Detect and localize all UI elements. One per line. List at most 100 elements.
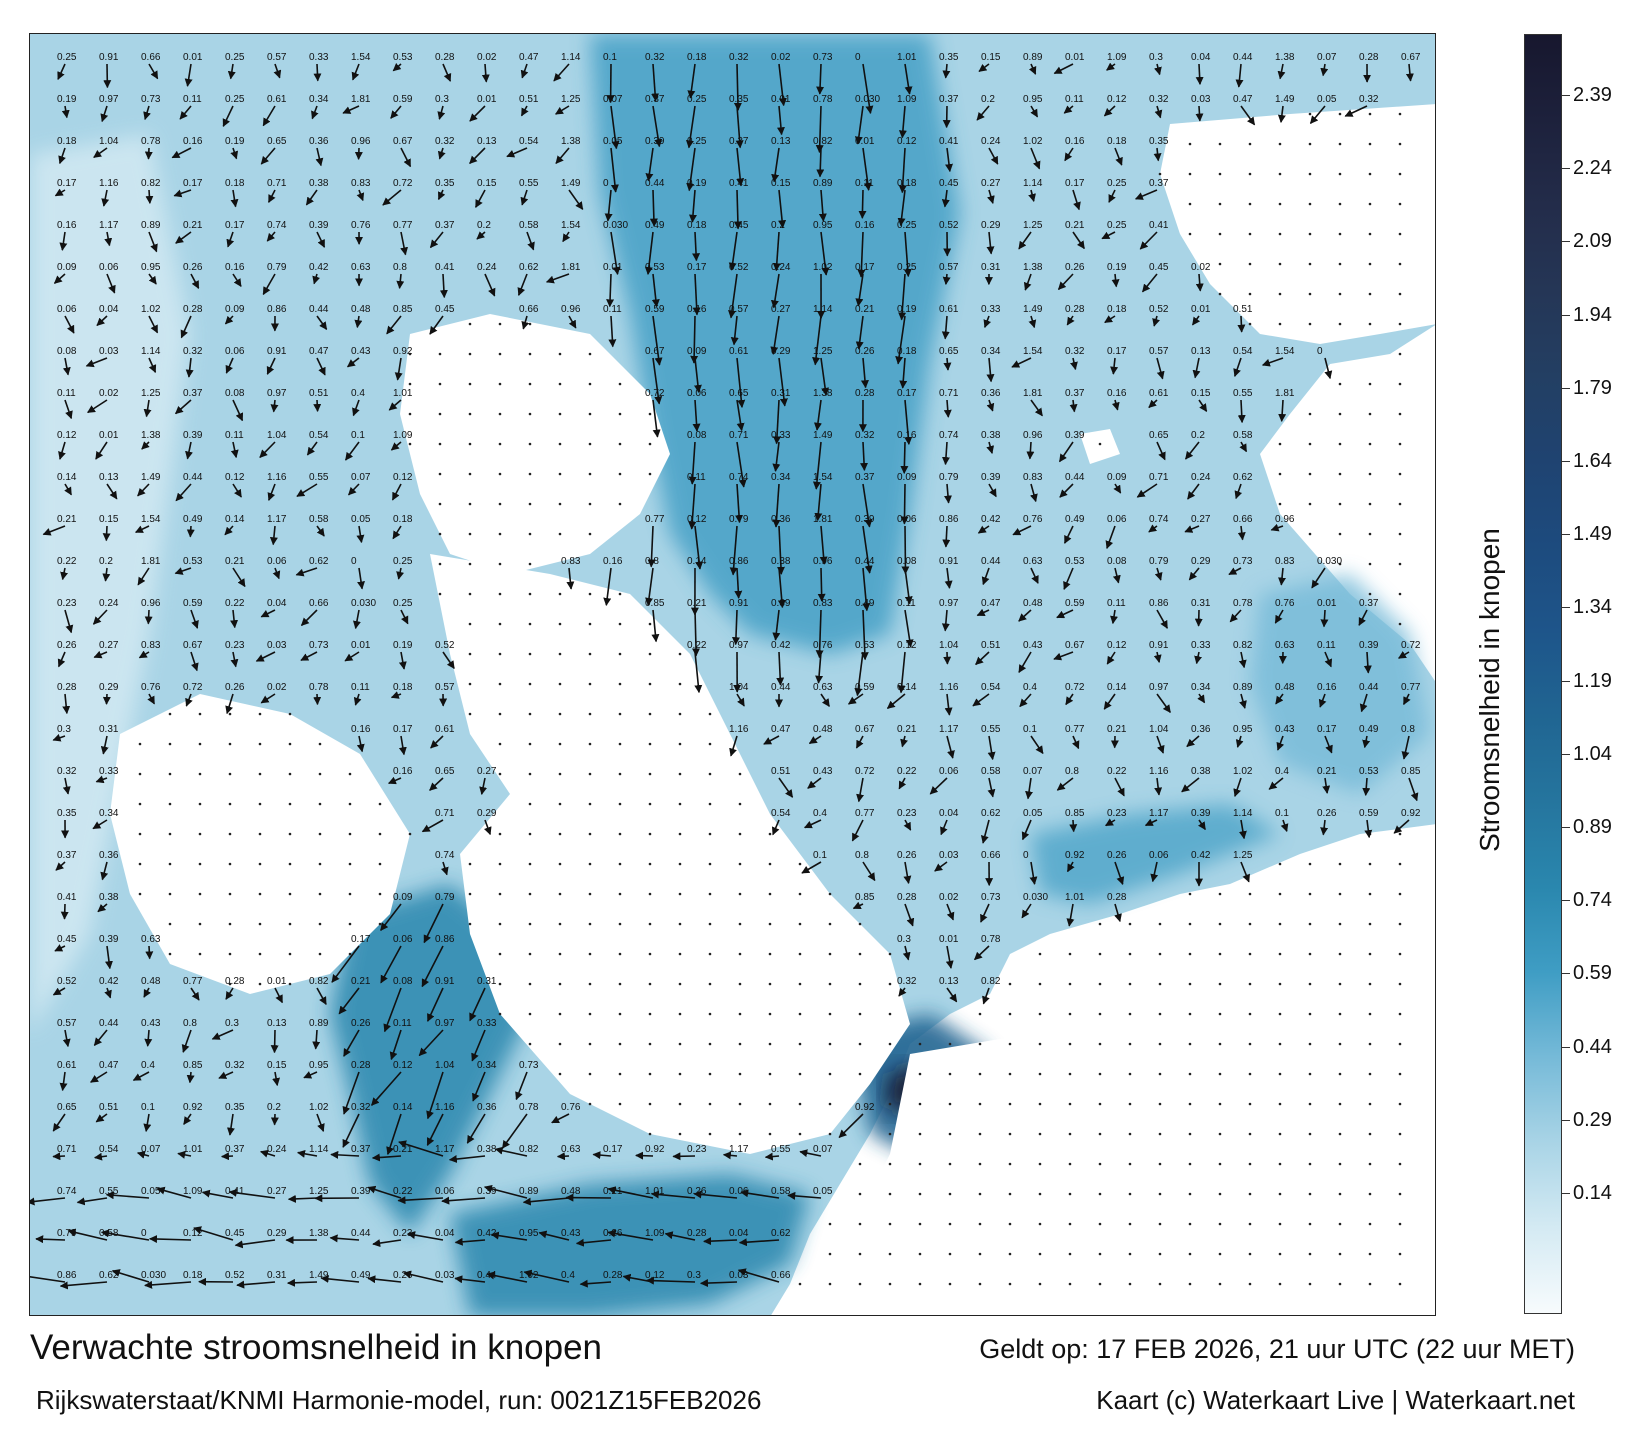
still-dot (438, 352, 442, 356)
still-dot (888, 1252, 892, 1256)
current-speed-label: 0.26 (1065, 262, 1085, 273)
still-dot (1368, 1162, 1372, 1166)
still-dot (1398, 862, 1402, 866)
current-arrow (469, 147, 486, 164)
still-dot (1068, 1192, 1072, 1196)
still-dot (1248, 1162, 1252, 1166)
still-dot (828, 982, 832, 986)
current-speed-label: 1.25 (1233, 850, 1253, 861)
current-speed-label: 0.32 (897, 976, 917, 987)
current-speed-label: 0.67 (855, 724, 875, 735)
still-dot (828, 1012, 832, 1016)
current-arrow (815, 609, 824, 659)
current-speed-label: 0.17 (897, 388, 917, 399)
current-arrow (348, 483, 360, 496)
still-dot (1368, 382, 1372, 386)
current-speed-label: 0.77 (855, 808, 875, 819)
still-dot (438, 382, 442, 386)
current-speed-label: 0.16 (183, 136, 203, 147)
current-speed-label: 0.33 (99, 766, 119, 777)
still-dot (1098, 1042, 1102, 1046)
still-dot (1188, 982, 1192, 986)
current-speed-label: 0.21 (225, 556, 245, 567)
current-arrow (352, 399, 360, 417)
current-speed-label: 0.17 (183, 178, 203, 189)
still-dot (198, 922, 202, 926)
current-speed-label: 0.92 (393, 346, 413, 357)
still-dot (588, 622, 592, 626)
current-speed-label: 0.030 (855, 94, 880, 105)
current-speed-label: 0.21 (351, 976, 371, 987)
current-speed-label: 0.39 (645, 136, 665, 147)
current-speed-label: 0 (603, 178, 609, 189)
current-arrow (1114, 777, 1125, 797)
still-dot (1368, 442, 1372, 446)
still-dot (1308, 1282, 1312, 1286)
current-arrow (183, 1113, 192, 1125)
still-dot (1368, 1072, 1372, 1076)
still-dot (288, 952, 292, 956)
still-dot (528, 352, 532, 356)
current-arrow (1320, 63, 1329, 77)
colorbar-tick (1562, 827, 1570, 828)
current-arrow (1106, 62, 1116, 71)
still-dot (1368, 112, 1372, 116)
still-dot (1368, 292, 1372, 296)
current-speed-label: 0.83 (1275, 556, 1295, 567)
current-speed-label: 0.29 (1191, 556, 1211, 567)
current-speed-label: 0.28 (687, 1228, 707, 1239)
current-arrow (367, 1275, 402, 1284)
current-speed-label: 0.17 (57, 178, 77, 189)
current-arrow (1057, 273, 1074, 290)
current-speed-label: 0.18 (687, 220, 707, 231)
current-arrow (1059, 483, 1074, 498)
current-speed-label: 1.14 (813, 304, 833, 315)
current-arrow (190, 273, 200, 290)
current-speed-label: 0.14 (1107, 682, 1127, 693)
current-arrow (1153, 651, 1162, 663)
current-speed-label: 0.36 (771, 514, 791, 525)
still-dot (498, 562, 502, 566)
current-speed-label: 0.48 (561, 1186, 581, 1197)
current-speed-label: 0.55 (519, 178, 539, 189)
current-arrow (232, 567, 246, 588)
current-speed-label: 0.49 (645, 220, 665, 231)
current-speed-label: 0.44 (855, 556, 875, 567)
current-arrow (943, 357, 952, 371)
current-speed-label: 0.31 (267, 1270, 287, 1281)
current-speed-label: 0.57 (729, 304, 749, 315)
current-arrow (1363, 651, 1372, 674)
current-speed-label: 0.95 (519, 1228, 539, 1239)
current-speed-label: 0.86 (57, 1270, 77, 1281)
still-dot (258, 892, 262, 896)
current-arrow (471, 1029, 486, 1062)
still-dot (738, 922, 742, 926)
current-arrow (764, 1152, 780, 1161)
current-arrow (1072, 231, 1085, 250)
still-dot (1068, 952, 1072, 956)
current-arrow (329, 1234, 360, 1243)
current-arrow (692, 231, 701, 262)
still-dot (138, 862, 142, 866)
current-speed-label: 0.45 (939, 178, 959, 189)
current-speed-label: 0.96 (1275, 514, 1295, 525)
current-speed-label: 0.25 (225, 94, 245, 105)
current-speed-label: 1.04 (939, 640, 959, 651)
current-arrow (93, 1029, 108, 1047)
current-speed-label: 0.11 (1065, 94, 1084, 105)
current-speed-label: 1.04 (435, 1060, 455, 1071)
still-dot (978, 1102, 982, 1106)
still-dot (258, 922, 262, 926)
still-dot (228, 952, 232, 956)
still-dot (1098, 1252, 1102, 1256)
colorbar-tick (1562, 607, 1570, 609)
still-dot (228, 982, 232, 986)
current-speed-label: 0.82 (309, 976, 329, 987)
colorbar-tick-label: 0.29 (1573, 1108, 1612, 1131)
still-dot (1398, 232, 1402, 236)
still-dot (948, 1192, 952, 1196)
current-speed-label: 0.73 (981, 892, 1001, 903)
current-speed-label: 0.03 (1191, 94, 1211, 105)
still-dot (468, 532, 472, 536)
still-dot (1218, 142, 1222, 146)
